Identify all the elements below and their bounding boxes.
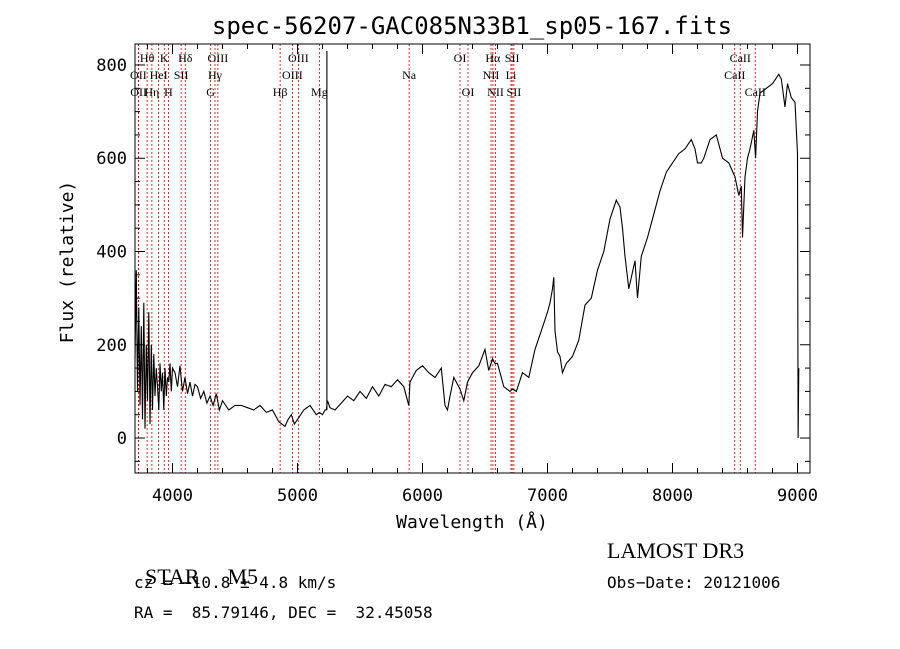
object-class: STAR M5 (134, 538, 258, 590)
line-label: OIII (282, 68, 303, 82)
x-tick-label: 7000 (527, 486, 568, 506)
line-label: OII (130, 68, 147, 82)
line-label: SII (505, 51, 520, 65)
line-label: CaII (730, 51, 751, 65)
object-type: STAR (145, 564, 200, 589)
x-tick-label: 4000 (152, 486, 193, 506)
axis-ticks: 4000 5000 6000 7000 8000 9000 0 200 400 600 800 (96, 44, 818, 506)
line-label: K (160, 51, 169, 65)
line-label: OIII (208, 51, 229, 65)
spectrum-line (134, 51, 800, 439)
x-tick-label: 6000 (402, 486, 443, 506)
object-subclass: M5 (227, 564, 259, 589)
y-tick-label: 400 (96, 243, 127, 263)
line-label: Hθ (140, 51, 155, 65)
y-tick-label: 0 (117, 429, 127, 449)
y-tick-label: 800 (96, 56, 127, 76)
line-label: Mg (311, 85, 328, 99)
line-label: H (164, 85, 173, 99)
line-label: G (206, 85, 215, 99)
line-label: HeI (150, 68, 168, 82)
line-label: NII (483, 68, 500, 82)
plot-frame (134, 43, 811, 474)
y-axis-label: Flux (relative) (57, 181, 78, 344)
redshift-info: cz = −10.8 ± 4.8 km/s (134, 573, 337, 592)
line-label: OI (462, 85, 475, 99)
coordinates: RA = 85.79146, DEC = 32.45058 (134, 603, 433, 622)
y-tick-label: 200 (96, 336, 127, 356)
line-label: CaII (724, 68, 745, 82)
obs-date: Obs−Date: 20121006 (607, 573, 781, 592)
x-tick-label: 8000 (652, 486, 693, 506)
line-label: NII (487, 85, 504, 99)
x-tick-label: 9000 (777, 486, 818, 506)
y-tick-label: 600 (96, 149, 127, 169)
line-label: Hα (485, 51, 501, 65)
line-label: OI (454, 51, 467, 65)
survey-name: LAMOST DR3 (607, 538, 745, 563)
line-label: Hβ (273, 85, 288, 99)
line-label: Li (506, 68, 517, 82)
line-label: Hγ (208, 68, 223, 82)
line-label: OII (130, 85, 147, 99)
chart-title: spec-56207-GAC085N33B1_sp05-167.fits (212, 12, 732, 40)
line-label: CaII (745, 85, 766, 99)
x-tick-label: 5000 (277, 486, 318, 506)
line-label: SII (174, 68, 189, 82)
line-label: SII (507, 85, 522, 99)
spectral-line-labels: Hθ OII OII K HeI Hη H Hδ SII OIII Hγ G OIII OIII Hβ Mg N… (130, 51, 766, 99)
line-label: Hδ (178, 51, 193, 65)
line-label: OIII (288, 51, 309, 65)
x-axis-label: Wavelength (Å) (396, 511, 548, 533)
line-label: Na (402, 68, 417, 82)
line-label: Hη (144, 85, 159, 99)
